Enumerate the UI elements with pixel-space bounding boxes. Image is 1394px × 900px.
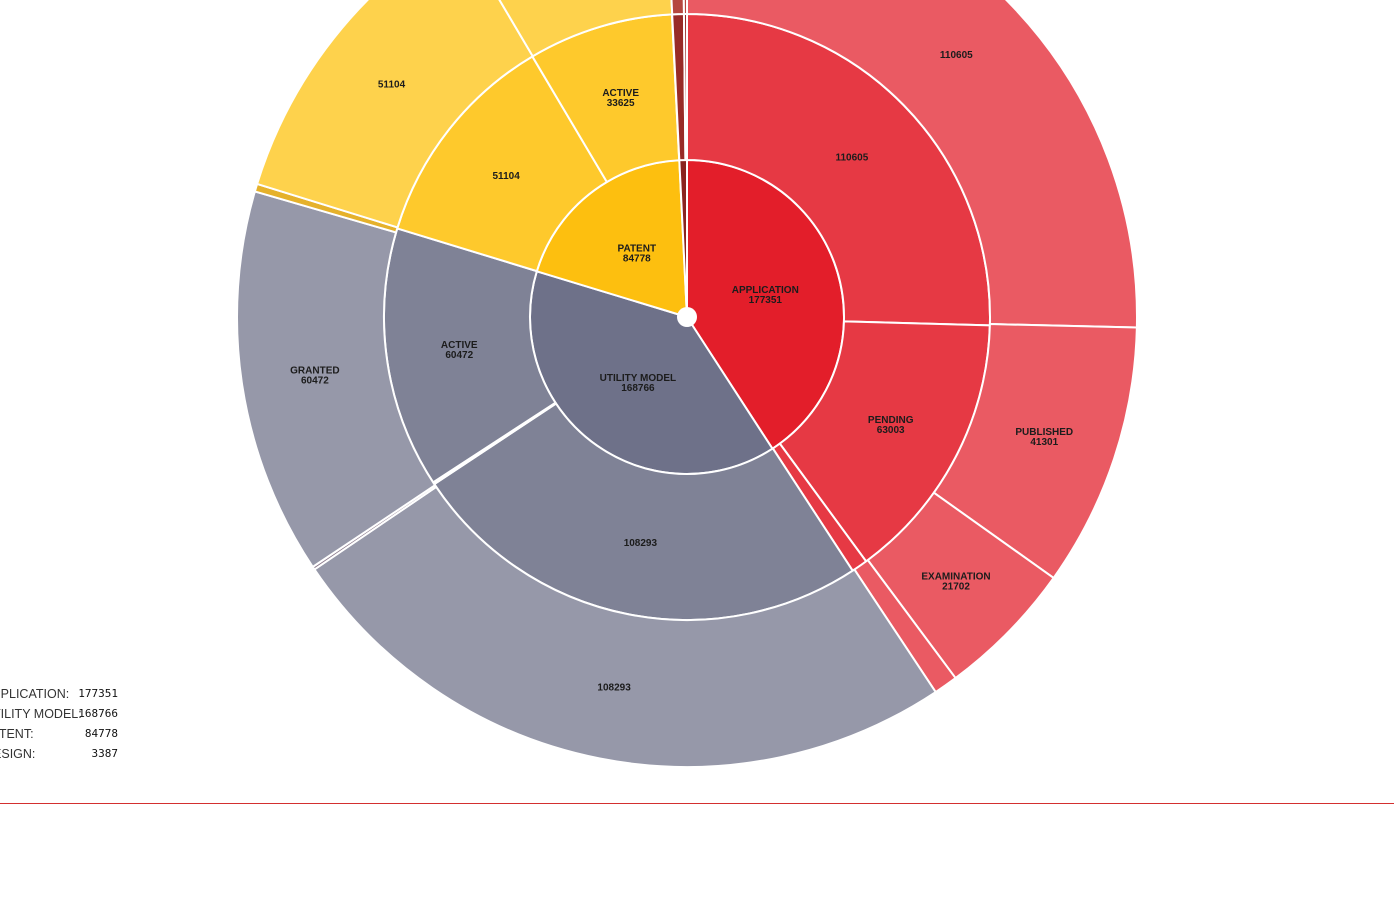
segment-label: 108293 (597, 682, 631, 693)
legend-row-patent: PATENT: 84778 (0, 725, 124, 745)
legend-value: 177351 (78, 687, 118, 700)
chart-legend: APPLICATION: 177351 UTILITY MODEL: 16876… (0, 685, 124, 765)
legend-value: 84778 (84, 727, 118, 740)
segment-label: EXAMINATION 21702 (921, 571, 990, 592)
legend-row-application: APPLICATION: 177351 (0, 685, 124, 705)
legend-row-design: DESIGN: 3387 (0, 745, 124, 765)
sunburst-segment (686, 0, 1138, 329)
segment-label: 110605 (940, 50, 973, 61)
segment-label: PATENT 84778 (618, 244, 657, 265)
segment-label: PENDING 63003 (868, 415, 914, 436)
segment-label: ACTIVE 60472 (441, 340, 478, 361)
legend-label: UTILITY MODEL: (0, 707, 82, 721)
center-hub (677, 307, 697, 327)
segment-label: 110605 (835, 153, 868, 164)
segment-label: UTILITY MODEL 168766 (600, 373, 676, 394)
legend-label: APPLICATION: (0, 687, 70, 701)
segment-label: PUBLISHED 41301 (1015, 427, 1073, 448)
footer-divider (0, 803, 1394, 804)
sunburst-segment (313, 485, 937, 769)
segment-label: 51104 (493, 171, 521, 182)
legend-value: 3387 (91, 747, 119, 760)
sunburst-segment (682, 0, 688, 16)
sunburst-segment (498, 0, 674, 58)
legend-row-utility-model: UTILITY MODEL: 168766 (0, 705, 124, 725)
legend-value: 168766 (78, 707, 118, 720)
segment-label: APPLICATION 177351 (732, 285, 799, 306)
legend-label: PATENT: (0, 727, 34, 741)
segment-label: ACTIVE 33625 (602, 88, 639, 109)
segment-label: 51104 (378, 80, 406, 91)
segment-label: 108293 (624, 538, 658, 549)
sunburst-segment (256, 0, 534, 229)
segment-label: GRANTED 60472 (290, 365, 339, 386)
legend-label: DESIGN: (0, 747, 36, 761)
sunburst-segment (682, 13, 688, 162)
